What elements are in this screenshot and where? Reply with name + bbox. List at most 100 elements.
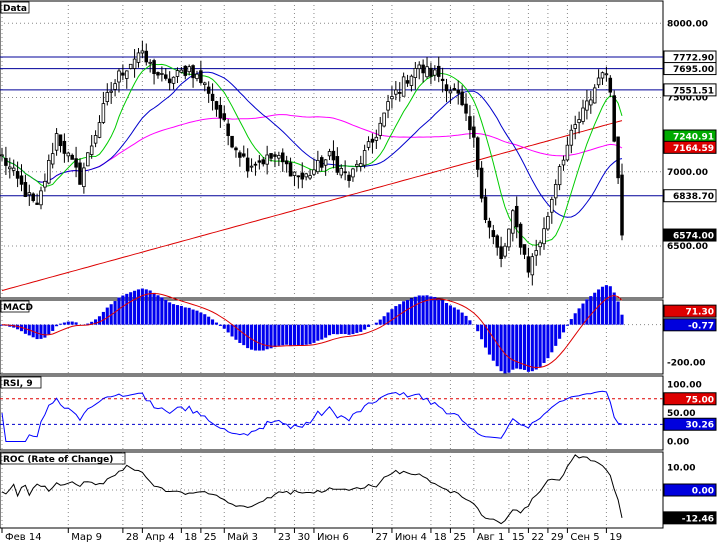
sma-mid-line xyxy=(1,71,623,218)
macd-hist-bar xyxy=(191,309,195,325)
macd-badge-box xyxy=(663,304,717,318)
macd-hist-bar xyxy=(386,312,390,325)
macd-hist-bar xyxy=(55,324,59,327)
macd-hist-bar xyxy=(620,314,624,325)
candle-body xyxy=(585,100,589,111)
x-tick-label: 27 xyxy=(375,532,388,543)
macd-hist-bar xyxy=(43,324,47,338)
x-tick-label: 22 xyxy=(531,532,544,543)
macd-hist-bar xyxy=(441,300,445,325)
candle-body xyxy=(288,162,293,177)
candle-body xyxy=(148,61,152,64)
macd-hist-bar xyxy=(113,301,117,325)
candle-body xyxy=(565,144,570,161)
macd-hist-bar xyxy=(39,324,43,339)
roc-badge: -12.46 xyxy=(682,514,714,524)
macd-hist-bar xyxy=(296,324,300,346)
x-tick-label: Авг 1 xyxy=(477,532,505,543)
candle-body xyxy=(253,163,258,166)
macd-hist-bar xyxy=(253,324,258,351)
candle-body xyxy=(569,129,574,146)
macd-hist-bar xyxy=(476,324,480,332)
rsi-pane-label: RSI, 9 xyxy=(3,379,33,389)
macd-hist-bar xyxy=(421,295,425,325)
macd-hist-bar xyxy=(464,315,468,325)
candle-body xyxy=(600,72,605,79)
macd-pane-label: MACD xyxy=(3,303,33,313)
x-tick-label: 29 xyxy=(551,532,564,543)
macd-hist-bar xyxy=(511,324,515,370)
macd-y-tick-label: -200.00 xyxy=(667,359,705,369)
rsi-badge: 30.26 xyxy=(686,421,714,431)
candle-body xyxy=(300,172,305,180)
candle-body xyxy=(542,228,546,245)
macd-hist-bar xyxy=(425,295,429,325)
roc-badge: 0.00 xyxy=(692,487,714,497)
candle-body xyxy=(608,77,613,93)
candle-body xyxy=(199,70,203,83)
candle-body xyxy=(592,87,597,104)
candle-body xyxy=(292,171,297,176)
macd-hist-bar xyxy=(569,319,573,325)
candle-body xyxy=(581,107,585,122)
candle-body xyxy=(97,122,102,138)
macd-hist-bar xyxy=(585,299,589,325)
macd-hist-bar xyxy=(292,324,297,346)
candle-body xyxy=(546,215,550,230)
macd-hist-bar xyxy=(343,324,347,335)
candle-body xyxy=(8,166,12,170)
candle-body xyxy=(440,78,445,82)
macd-hist-bar xyxy=(47,324,51,335)
macd-hist-bar xyxy=(382,316,386,325)
candle-body xyxy=(358,163,363,167)
macd-hist-bar xyxy=(289,324,293,346)
macd-hist-bar xyxy=(366,324,371,327)
macd-hist-bar xyxy=(612,292,616,325)
candle-body xyxy=(89,145,94,155)
macd-hist-bar xyxy=(35,324,39,340)
x-tick-label: 19 xyxy=(609,532,622,543)
candle-body xyxy=(499,246,503,259)
candle-body xyxy=(121,72,125,76)
macd-hist-bar xyxy=(265,324,269,350)
sma-fast-line xyxy=(1,63,623,246)
macd-hist-bar xyxy=(70,321,74,325)
candle-body xyxy=(366,141,371,148)
macd-hist-bar xyxy=(195,310,199,325)
macd-badge-box xyxy=(663,318,717,332)
candle-body xyxy=(374,136,379,141)
macd-badge: -0.77 xyxy=(688,321,714,331)
macd-hist-bar xyxy=(444,302,449,325)
candle-body xyxy=(11,167,16,171)
macd-hist-bar xyxy=(597,289,601,325)
macd-hist-bar xyxy=(23,324,27,334)
candle-body xyxy=(511,210,515,234)
candle-body xyxy=(109,90,113,93)
candle-body xyxy=(456,89,460,94)
candle-body xyxy=(468,116,472,131)
macd-hist-bar xyxy=(550,324,554,353)
macd-hist-bar xyxy=(542,324,546,363)
candle-body xyxy=(191,65,195,79)
price-badge: 7772.90 xyxy=(673,53,714,63)
x-tick-label: 28 xyxy=(126,532,139,543)
macd-hist-bar xyxy=(16,324,20,330)
candle-body xyxy=(616,136,620,179)
candle-body xyxy=(167,78,172,84)
candle-body xyxy=(538,242,542,248)
roc-pane-label-box xyxy=(0,452,126,465)
macd-hist-bar xyxy=(452,307,456,325)
candle-body xyxy=(280,152,285,163)
price-y-tick-label: 6500.00 xyxy=(667,242,708,252)
macd-hist-bar xyxy=(211,319,215,325)
candle-body xyxy=(612,95,616,142)
macd-hist-bar xyxy=(300,324,304,346)
candle-body xyxy=(351,168,355,178)
candle-body xyxy=(31,193,35,201)
macd-hist-bar xyxy=(468,320,472,325)
candle-body xyxy=(405,80,410,84)
pane-frame-macd xyxy=(0,299,664,375)
macd-hist-bar xyxy=(538,324,542,367)
macd-hist-bar xyxy=(86,323,90,325)
